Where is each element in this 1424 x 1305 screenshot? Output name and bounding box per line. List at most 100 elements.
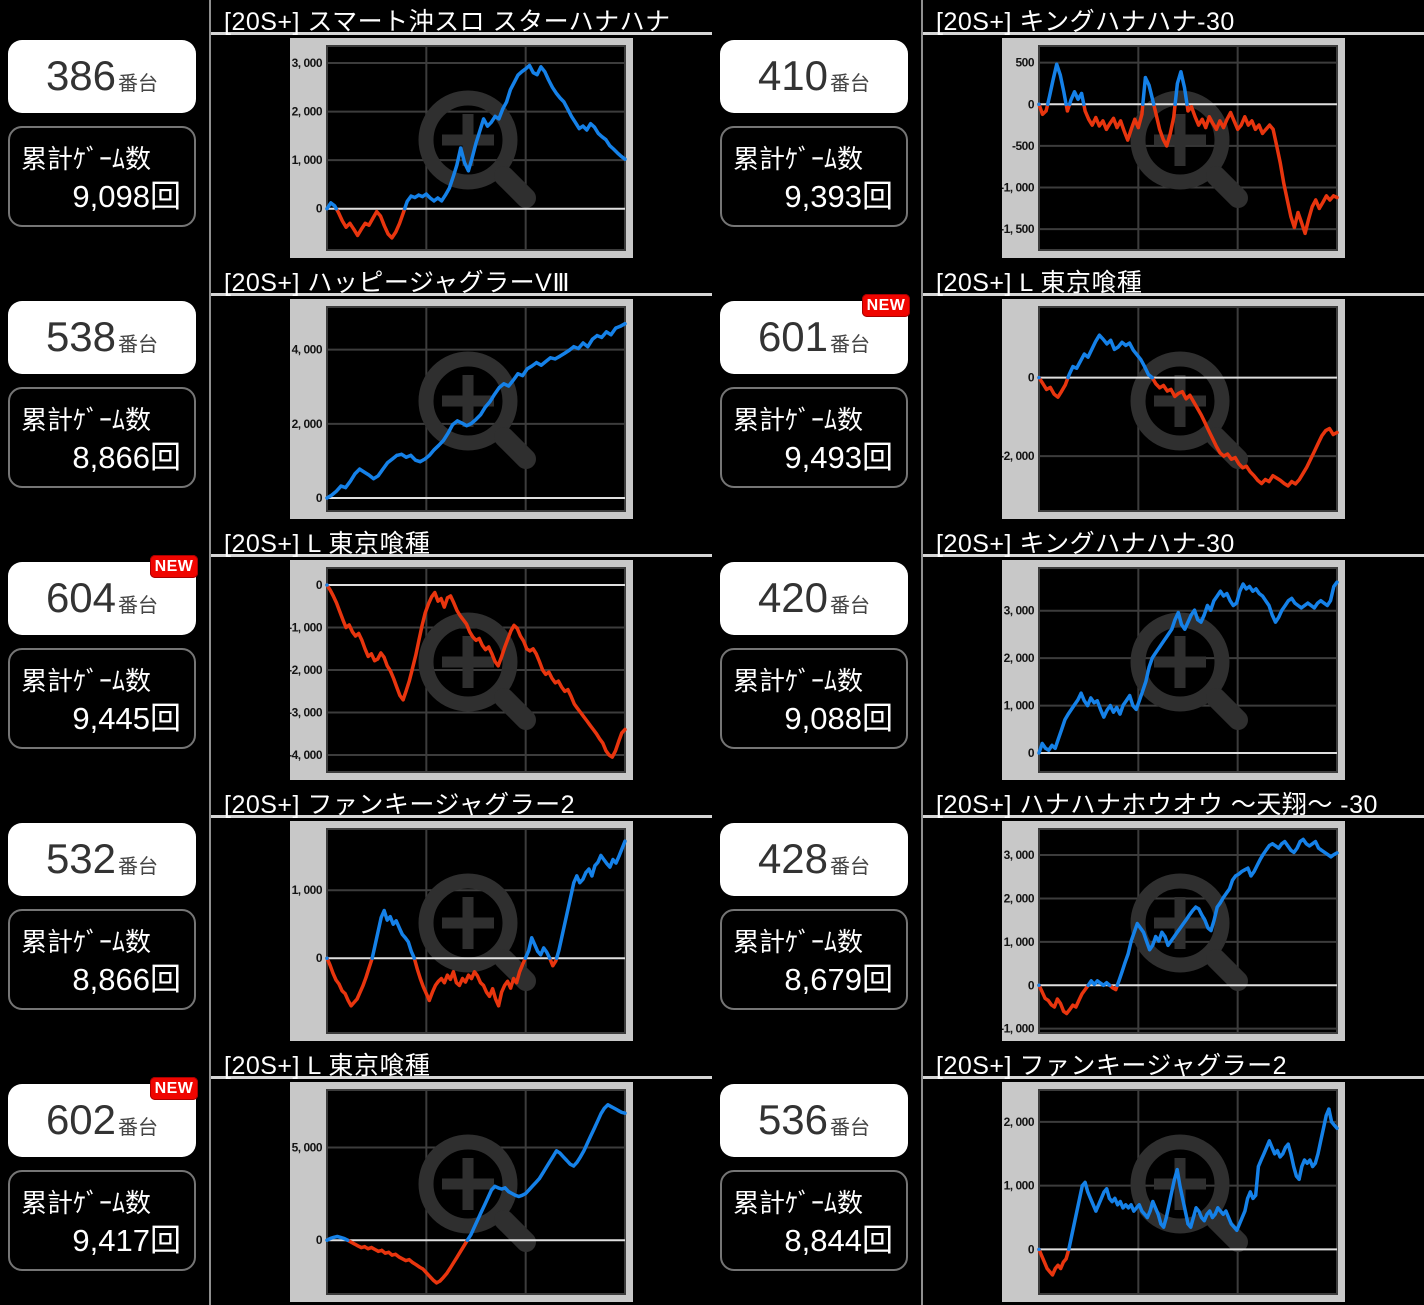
- title-underline: [211, 32, 712, 35]
- machine-number-card[interactable]: 386 番台: [8, 40, 196, 113]
- svg-text:1, 000: 1, 000: [292, 153, 323, 167]
- machine-number-card[interactable]: NEW 604 番台: [8, 555, 198, 635]
- chart-title: [20S+] ハナハナホウオウ ～天翔～ -30: [936, 791, 1378, 819]
- chart-title: [20S+] スマート沖スロ スターハナハナ: [224, 8, 671, 36]
- payout-line-chart[interactable]: 0 -1, 000 -2, 000 -3, 000 -4, 000: [290, 560, 633, 780]
- svg-text:-2, 000: -2, 000: [1002, 449, 1035, 463]
- payout-line-chart[interactable]: 4, 000 2, 000 0: [290, 299, 633, 519]
- chart-panel[interactable]: 3, 000 2, 000 1, 000 0: [290, 38, 633, 258]
- row-3: NEW 604 番台 累計ｹﾞｰﾑ数 9,445回 [20S+] L 東京喰種 0…: [0, 522, 1424, 783]
- chart-title: [20S+] L 東京喰種: [224, 530, 431, 558]
- machine-number-card[interactable]: 538 番台: [8, 301, 196, 374]
- machine-number-card[interactable]: NEW 602 番台: [8, 1077, 198, 1157]
- payout-line-chart[interactable]: 3, 000 2, 000 1, 000 0 -1, 000: [1002, 821, 1345, 1041]
- svg-text:0: 0: [1028, 97, 1035, 111]
- payout-line-chart[interactable]: 2, 000 1, 000 0: [1002, 1082, 1345, 1302]
- svg-text:0: 0: [1028, 746, 1035, 760]
- machine-number-unit: 番台: [118, 334, 159, 356]
- title-underline: [211, 293, 712, 296]
- machine-number: 604: [45, 574, 117, 621]
- total-games-label: 累計ｹﾞｰﾑ数: [21, 1188, 152, 1218]
- machine-info-column: NEW 604 番台 累計ｹﾞｰﾑ数 9,445回: [0, 522, 211, 783]
- machine-number-unit: 番台: [830, 1117, 871, 1139]
- machine-number-unit: 番台: [118, 595, 159, 617]
- machine-number-card[interactable]: 420 番台: [720, 562, 908, 635]
- machine-cell-386: 386 番台 累計ｹﾞｰﾑ数 9,098回 [20S+] スマート沖スロ スターハ…: [0, 0, 712, 261]
- payout-line-chart[interactable]: 5, 000 0: [290, 1082, 633, 1302]
- total-games-label: 累計ｹﾞｰﾑ数: [733, 144, 864, 174]
- total-games-value: 8,866回: [72, 440, 181, 475]
- chart-panel[interactable]: 2, 000 1, 000 0: [1002, 1082, 1345, 1302]
- new-badge: NEW: [862, 294, 910, 317]
- total-games-value: 9,393回: [784, 179, 893, 214]
- svg-text:-500: -500: [1012, 139, 1035, 153]
- svg-text:-1, 500: -1, 500: [1002, 222, 1035, 236]
- chart-panel[interactable]: 5, 000 0: [290, 1082, 633, 1302]
- payout-line-chart[interactable]: 3, 000 2, 000 1, 000 0: [290, 38, 633, 258]
- total-games-value: 8,679回: [784, 962, 893, 997]
- zoom-watermark-icon: [418, 1134, 536, 1252]
- machine-number-card[interactable]: 532 番台: [8, 823, 196, 896]
- chart-title: [20S+] L 東京喰種: [224, 1052, 431, 1080]
- svg-text:-3, 000: -3, 000: [290, 706, 323, 720]
- svg-text:1, 000: 1, 000: [1004, 699, 1035, 713]
- machine-info-column: 532 番台 累計ｹﾞｰﾑ数 8,866回: [0, 783, 211, 1044]
- row-2: 538 番台 累計ｹﾞｰﾑ数 8,866回 [20S+] ハッピージャグラーVⅢ …: [0, 261, 1424, 522]
- payout-line-chart[interactable]: 1, 000 0: [290, 821, 633, 1041]
- chart-panel[interactable]: 0 -2, 000: [1002, 299, 1345, 519]
- row-5: NEW 602 番台 累計ｹﾞｰﾑ数 9,417回 [20S+] L 東京喰種 5…: [0, 1044, 1424, 1305]
- total-games-value: 9,493回: [784, 440, 893, 475]
- machine-number-card[interactable]: NEW 601 番台: [720, 294, 910, 374]
- chart-panel[interactable]: 4, 000 2, 000 0: [290, 299, 633, 519]
- payout-line-chart[interactable]: 3, 000 2, 000 1, 000 0: [1002, 560, 1345, 780]
- title-underline: [211, 815, 712, 818]
- machine-number-card[interactable]: 536 番台: [720, 1084, 908, 1157]
- chart-column: [20S+] L 東京喰種 5, 000 0: [211, 1044, 712, 1305]
- total-games-label: 累計ｹﾞｰﾑ数: [733, 666, 864, 696]
- machine-info-column: 536 番台 累計ｹﾞｰﾑ数 8,844回: [712, 1044, 923, 1305]
- machine-number-card[interactable]: 428 番台: [720, 823, 908, 896]
- chart-column: [20S+] L 東京喰種 0 -1, 000 -2, 000 -3, 000 -4, …: [211, 522, 712, 783]
- machine-info-column: 386 番台 累計ｹﾞｰﾑ数 9,098回: [0, 0, 211, 261]
- machine-info-column: NEW 602 番台 累計ｹﾞｰﾑ数 9,417回: [0, 1044, 211, 1305]
- machine-cell-602: NEW 602 番台 累計ｹﾞｰﾑ数 9,417回 [20S+] L 東京喰種 5…: [0, 1044, 712, 1305]
- chart-panel[interactable]: 3, 000 2, 000 1, 000 0: [1002, 560, 1345, 780]
- title-underline: [923, 554, 1424, 557]
- zoom-watermark-icon: [418, 873, 536, 991]
- machine-number-unit: 番台: [118, 1117, 159, 1139]
- chart-panel[interactable]: 0 -1, 000 -2, 000 -3, 000 -4, 000: [290, 560, 633, 780]
- total-games-card: 累計ｹﾞｰﾑ数 9,098回: [8, 126, 196, 227]
- svg-text:-4, 000: -4, 000: [290, 748, 323, 762]
- total-games-label: 累計ｹﾞｰﾑ数: [733, 927, 864, 957]
- chart-panel[interactable]: 1, 000 0: [290, 821, 633, 1041]
- machine-number: 536: [757, 1096, 829, 1143]
- svg-text:3, 000: 3, 000: [292, 56, 323, 70]
- svg-text:5, 000: 5, 000: [292, 1141, 323, 1155]
- machine-cell-532: 532 番台 累計ｹﾞｰﾑ数 8,866回 [20S+] ファンキージャグラー2 …: [0, 783, 712, 1044]
- title-underline: [923, 1076, 1424, 1079]
- svg-text:0: 0: [1028, 1242, 1035, 1256]
- total-games-label: 累計ｹﾞｰﾑ数: [21, 927, 152, 957]
- chart-panel[interactable]: 3, 000 2, 000 1, 000 0 -1, 000: [1002, 821, 1345, 1041]
- machine-number-unit: 番台: [118, 73, 159, 95]
- svg-text:0: 0: [316, 202, 323, 216]
- total-games-card: 累計ｹﾞｰﾑ数 9,493回: [720, 387, 908, 488]
- payout-line-chart[interactable]: 0 -2, 000: [1002, 299, 1345, 519]
- svg-text:0: 0: [316, 491, 323, 505]
- svg-text:-2, 000: -2, 000: [290, 663, 323, 677]
- svg-text:1, 000: 1, 000: [292, 883, 323, 897]
- chart-column: [20S+] スマート沖スロ スターハナハナ 3, 000 2, 000 1, 00…: [211, 0, 712, 261]
- chart-column: [20S+] L 東京喰種 0 -2, 000: [923, 261, 1424, 522]
- machine-cell-601: NEW 601 番台 累計ｹﾞｰﾑ数 9,493回 [20S+] L 東京喰種 0…: [712, 261, 1424, 522]
- total-games-card: 累計ｹﾞｰﾑ数 8,844回: [720, 1170, 908, 1271]
- total-games-card: 累計ｹﾞｰﾑ数 9,088回: [720, 648, 908, 749]
- payout-line-chart[interactable]: 500 0 -500 -1, 000 -1, 500: [1002, 38, 1345, 258]
- machine-number-card[interactable]: 410 番台: [720, 40, 908, 113]
- zoom-watermark-icon: [418, 351, 536, 469]
- svg-text:2, 000: 2, 000: [1004, 891, 1035, 905]
- chart-panel[interactable]: 500 0 -500 -1, 000 -1, 500: [1002, 38, 1345, 258]
- title-underline: [923, 32, 1424, 35]
- chart-column: [20S+] ハッピージャグラーVⅢ 4, 000 2, 000 0: [211, 261, 712, 522]
- chart-column: [20S+] キングハナハナ-30 3, 000 2, 000 1, 000 0: [923, 522, 1424, 783]
- machine-info-column: 538 番台 累計ｹﾞｰﾑ数 8,866回: [0, 261, 211, 522]
